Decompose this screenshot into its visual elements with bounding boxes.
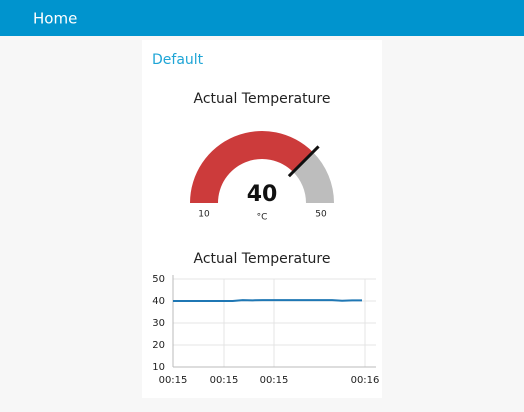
x-tick-label: 00:15 [210,375,239,386]
header-title: Home [33,10,77,28]
line-series [173,299,362,302]
group-card [142,40,382,398]
y-tick-label: 30 [152,318,165,329]
gauge-unit: °C [257,213,268,223]
gauge-needle [287,145,320,178]
gauge-title: Actual Temperature [194,91,331,107]
header-bar [0,0,524,36]
x-tick-label: 00:15 [260,375,289,386]
gauge-fill [190,131,313,203]
x-tick-label: 00:15 [159,375,188,386]
y-tick-label: 10 [152,362,165,373]
gauge-value: 40 [247,182,278,207]
chart-title: Actual Temperature [194,251,331,267]
y-tick-label: 50 [152,274,165,285]
y-tick-label: 40 [152,296,165,307]
gauge-track [293,152,334,203]
x-tick-label: 00:16 [351,375,380,386]
group-title: Default [152,52,204,68]
gauge-min: 10 [198,210,210,220]
y-tick-label: 20 [152,340,165,351]
gauge-max: 50 [315,210,327,220]
